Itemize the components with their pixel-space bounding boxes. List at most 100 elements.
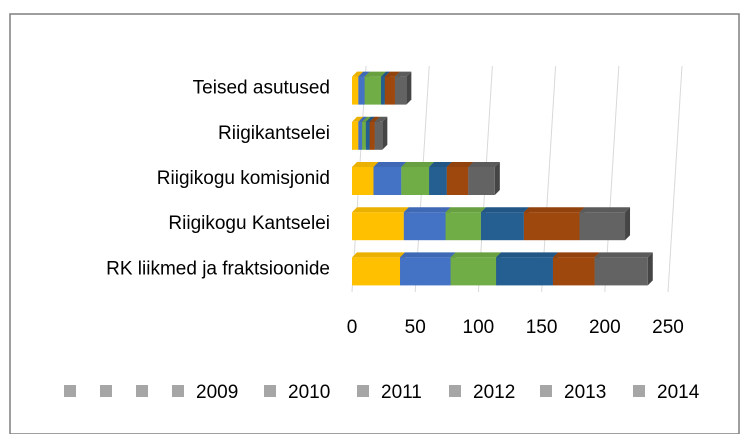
bar-face (364, 76, 382, 105)
bar-face (381, 71, 390, 77)
bar-face (365, 121, 370, 150)
y-tick-label: Teised asutused (193, 78, 330, 99)
bar-face (480, 212, 524, 241)
x-tick-label: 200 (589, 317, 621, 338)
bar-face (384, 71, 400, 77)
bar-face (552, 252, 600, 258)
bar-face (352, 121, 359, 150)
x-tick-label: 150 (526, 317, 558, 338)
bar-face (406, 71, 412, 105)
bar-face (594, 257, 648, 286)
bar-face (579, 207, 631, 213)
bar-face (429, 167, 447, 195)
bar (450, 252, 502, 286)
bar-face (364, 71, 387, 77)
legend-label: 2010 (288, 382, 330, 403)
bar-face (358, 116, 368, 122)
bar-face (468, 167, 495, 195)
bar-face (373, 167, 402, 195)
bar-face (400, 257, 451, 286)
bar-face (352, 212, 404, 241)
bar-face (446, 167, 469, 195)
bar (403, 207, 451, 241)
bar (468, 162, 500, 195)
bar-face (401, 167, 430, 195)
bar-face (403, 207, 451, 213)
bar-face (450, 252, 502, 258)
bar-face (369, 121, 375, 150)
bar-face (496, 257, 553, 286)
bar (400, 252, 456, 286)
x-tick-label: 50 (405, 317, 426, 338)
bar-face (552, 257, 595, 286)
legend-label: 2013 (564, 382, 606, 403)
bar (352, 252, 406, 286)
legend-swatch (540, 385, 552, 397)
grid-line (667, 65, 683, 293)
bar (394, 71, 412, 105)
legend-swatch (100, 385, 112, 397)
bar (579, 207, 631, 241)
x-tick-label: 250 (652, 317, 684, 338)
y-tick-label: Riigikogu komisjonid (157, 168, 330, 189)
x-tick-label: 100 (463, 317, 495, 338)
bar-face (384, 76, 395, 105)
bar (496, 252, 558, 286)
bar-face (523, 212, 580, 241)
legend-swatch (264, 385, 276, 397)
bar-face (352, 76, 359, 105)
bar-face (450, 257, 497, 286)
bar-face (445, 212, 481, 241)
bar-face (358, 121, 363, 150)
legend-label: 2009 (196, 382, 238, 403)
bar-face (400, 252, 456, 258)
bar-face (523, 207, 585, 213)
bar-face (401, 162, 435, 167)
bar-face (352, 162, 379, 167)
bar-face (382, 116, 388, 150)
bar-face (647, 252, 653, 286)
bar-face (394, 71, 412, 77)
bar-face (403, 212, 446, 241)
legend-label: 2011 (381, 382, 422, 403)
bar (523, 207, 585, 241)
bar-face (352, 207, 409, 213)
legend-swatch (136, 385, 148, 397)
legend-label: 2012 (473, 382, 515, 403)
bar-face (358, 71, 370, 77)
bar-face (352, 252, 406, 258)
legend-swatch (357, 385, 369, 397)
bar-face (594, 252, 653, 258)
bar-face (446, 162, 474, 167)
legend-swatch (172, 385, 184, 397)
bar-face (369, 116, 380, 122)
legend-swatch (64, 385, 76, 397)
bar (445, 207, 486, 241)
bar-face (373, 162, 407, 167)
bar-face (445, 207, 486, 213)
bar (594, 252, 653, 286)
bar-face (496, 252, 558, 258)
bar-face (362, 116, 371, 122)
bar-face (429, 162, 452, 167)
bar-face (625, 207, 631, 241)
bar-face (362, 121, 366, 150)
bar-face (352, 257, 401, 286)
x-tick-label: 0 (347, 317, 358, 338)
legend-swatch (449, 385, 461, 397)
bar-face (352, 167, 374, 195)
bar-face (374, 121, 383, 150)
bar-face (352, 71, 364, 77)
bar (552, 252, 600, 286)
bar-face (494, 162, 500, 195)
bar-face (394, 76, 407, 105)
bar (374, 116, 388, 150)
bar-face (374, 116, 388, 122)
legend-swatch (633, 385, 645, 397)
y-tick-label: RK liikmed ja fraktsioonide (106, 258, 330, 279)
legend-label: 2014 (657, 382, 700, 403)
bar (480, 207, 529, 241)
bar-face (579, 212, 626, 241)
y-tick-label: Riigikantselei (218, 123, 330, 144)
